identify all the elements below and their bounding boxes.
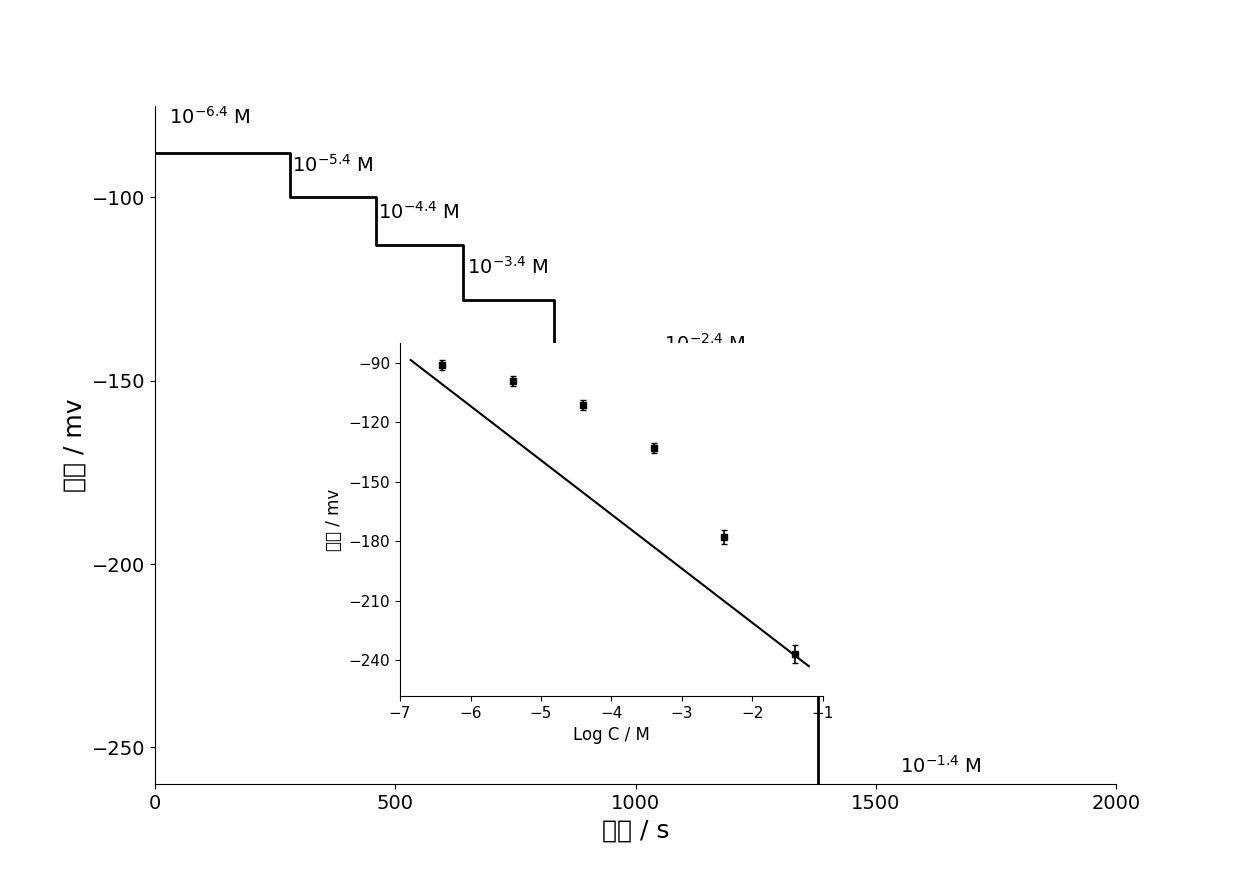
Y-axis label: 电位 / mv: 电位 / mv: [325, 488, 343, 551]
Text: 10$^{-3.4}$ M: 10$^{-3.4}$ M: [467, 256, 549, 278]
Text: 10$^{-5.4}$ M: 10$^{-5.4}$ M: [291, 153, 373, 175]
Text: 10$^{-4.4}$ M: 10$^{-4.4}$ M: [378, 201, 460, 223]
Y-axis label: 电位 / mv: 电位 / mv: [62, 398, 87, 492]
Text: 10$^{-6.4}$ M: 10$^{-6.4}$ M: [170, 106, 252, 128]
X-axis label: Log C / M: Log C / M: [573, 726, 650, 744]
Text: 10$^{-2.4}$ M: 10$^{-2.4}$ M: [665, 333, 746, 355]
Text: 10$^{-1.4}$ M: 10$^{-1.4}$ M: [900, 755, 982, 777]
X-axis label: 时间 / s: 时间 / s: [601, 818, 670, 842]
